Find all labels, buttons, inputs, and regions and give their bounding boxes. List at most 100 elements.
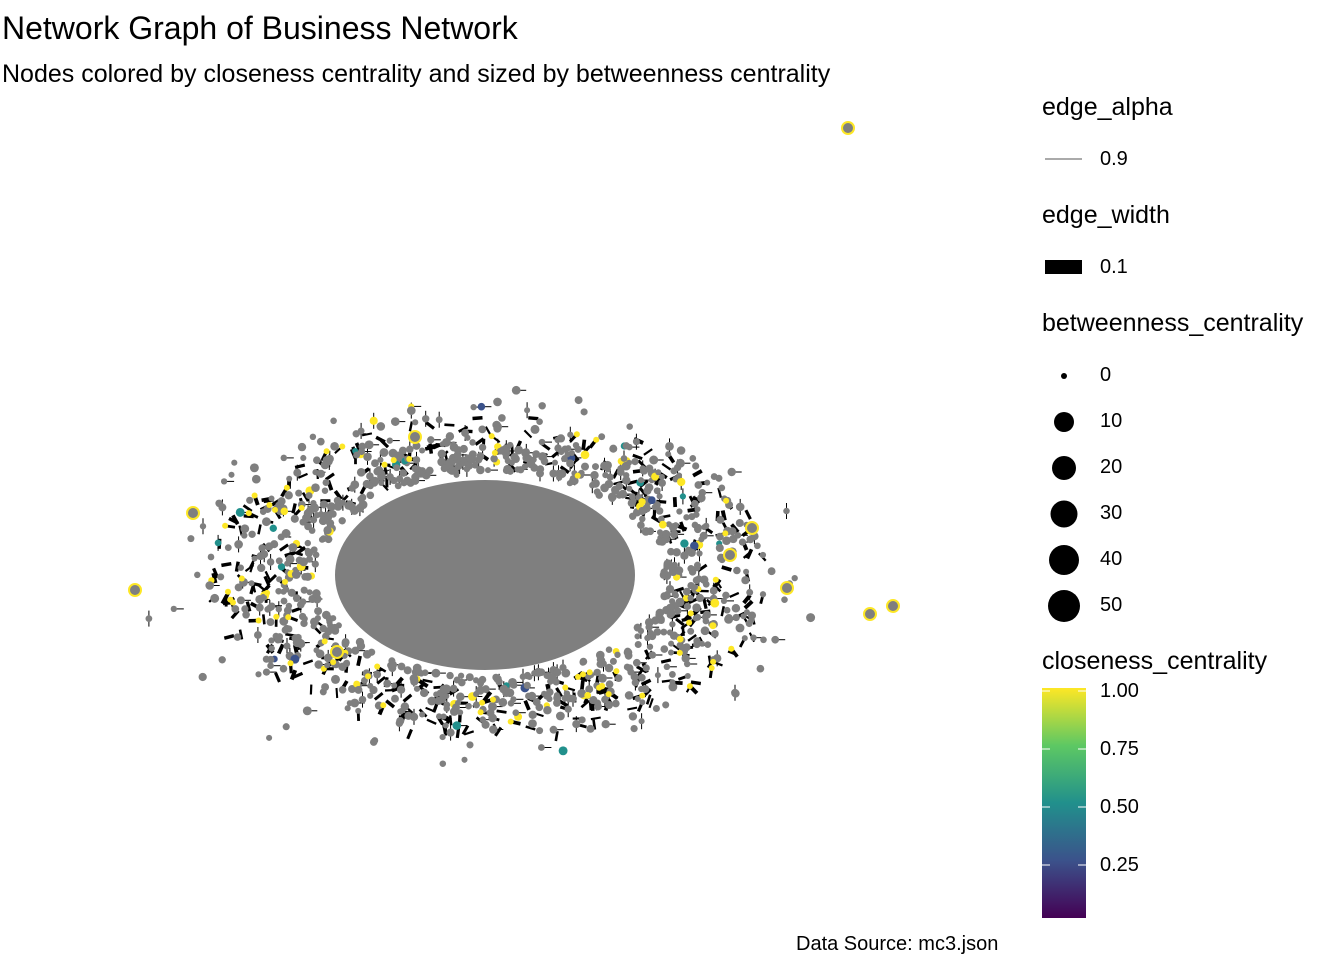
graph-edge — [675, 617, 685, 627]
graph-node — [709, 622, 717, 630]
graph-node — [436, 713, 443, 720]
graph-node — [538, 744, 545, 751]
graph-node — [681, 654, 690, 663]
graph-node — [362, 649, 372, 659]
legend-edge-alpha-key — [1045, 158, 1082, 160]
graph-node — [316, 469, 325, 478]
graph-node — [592, 463, 599, 471]
graph-edge — [297, 472, 308, 479]
graph-edge — [402, 693, 413, 703]
graph-node — [590, 470, 599, 480]
legend-edge-alpha-title: edge_alpha — [1042, 93, 1173, 121]
graph-node — [674, 607, 682, 615]
graph-node — [251, 474, 261, 484]
graph-node — [411, 473, 419, 481]
graph-node — [620, 455, 628, 462]
graph-node — [637, 673, 646, 682]
graph-node — [321, 487, 329, 494]
graph-node — [472, 701, 481, 709]
graph-node — [735, 518, 744, 528]
graph-node — [445, 432, 455, 441]
graph-node — [218, 503, 227, 512]
graph-edge — [627, 706, 638, 711]
graph-node — [421, 415, 430, 423]
graph-edge — [729, 591, 740, 598]
graph-node — [611, 485, 620, 495]
graph-node — [446, 671, 454, 680]
graph-edge — [261, 614, 266, 625]
graph-node — [300, 454, 307, 462]
graph-edge — [291, 606, 302, 613]
graph-node — [312, 469, 319, 476]
graph-node — [580, 671, 586, 678]
graph-node — [604, 700, 614, 710]
legend-edge-width-title: edge_width — [1042, 201, 1170, 229]
graph-node — [653, 487, 661, 495]
graph-edge — [644, 649, 652, 660]
graph-node — [503, 446, 510, 454]
graph-edge — [294, 463, 306, 469]
dense-core-cluster — [335, 480, 635, 670]
graph-node — [471, 461, 479, 469]
graph-node — [318, 516, 328, 526]
legend-size-key-20 — [1052, 456, 1076, 480]
graph-edge — [426, 718, 437, 725]
graph-node — [399, 707, 406, 714]
graph-edge — [581, 439, 587, 450]
graph-node — [205, 581, 215, 590]
graph-edge — [257, 524, 262, 535]
graph-node — [708, 665, 715, 671]
graph-node — [686, 619, 693, 626]
graph-node — [234, 540, 243, 549]
legend-betweenness-label: 10 — [1100, 410, 1123, 432]
graph-node — [528, 710, 537, 719]
graph-node — [324, 662, 331, 669]
graph-node — [526, 673, 533, 681]
graph-node — [549, 469, 558, 478]
nodes-layer — [128, 121, 900, 767]
graph-node — [567, 431, 574, 438]
graph-node — [456, 692, 465, 701]
graph-edge — [221, 561, 232, 568]
graph-node — [470, 403, 477, 411]
graph-node — [366, 491, 375, 500]
graph-node — [628, 712, 638, 721]
graph-node — [656, 493, 663, 500]
graph-node — [754, 542, 761, 550]
graph-edge — [507, 462, 518, 473]
graph-node — [669, 679, 676, 686]
graph-node — [715, 474, 723, 482]
graph-node — [439, 734, 446, 741]
graph-edge — [559, 465, 570, 474]
graph-node — [454, 453, 461, 460]
graph-node — [665, 442, 674, 451]
graph-node — [695, 593, 704, 603]
graph-node — [728, 645, 735, 652]
graph-node — [353, 680, 361, 688]
graph-node — [605, 691, 612, 698]
graph-node — [680, 539, 689, 548]
graph-node — [568, 450, 575, 456]
graph-node — [555, 711, 565, 721]
graph-node — [631, 457, 639, 466]
graph-edge — [496, 709, 507, 714]
graph-node — [692, 462, 700, 470]
graph-edge — [463, 730, 475, 736]
graph-node — [194, 571, 201, 579]
graph-node — [710, 658, 717, 665]
graph-edge — [356, 655, 362, 667]
graph-node — [556, 434, 566, 443]
graph-node — [406, 406, 416, 415]
graph-node — [673, 463, 682, 472]
graph-node — [314, 660, 323, 669]
graph-node — [756, 664, 765, 673]
graph-node — [411, 465, 419, 473]
graph-node — [280, 597, 288, 605]
graph-node — [463, 465, 471, 473]
graph-node — [727, 467, 736, 477]
graph-node — [290, 514, 299, 523]
graph-node — [723, 606, 731, 614]
graph-node — [442, 722, 449, 729]
graph-edge — [632, 453, 643, 461]
graph-node — [639, 692, 646, 699]
